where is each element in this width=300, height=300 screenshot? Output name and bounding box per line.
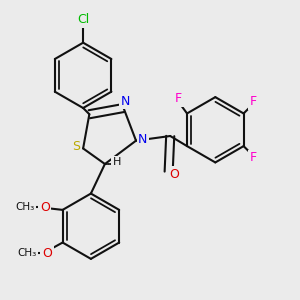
Text: F: F xyxy=(249,152,256,164)
Text: Cl: Cl xyxy=(77,13,89,26)
Text: CH₃: CH₃ xyxy=(17,248,37,258)
Text: O: O xyxy=(169,168,179,181)
Text: F: F xyxy=(175,92,182,105)
Text: CH₃: CH₃ xyxy=(15,202,34,212)
Text: O: O xyxy=(42,247,52,260)
Text: N: N xyxy=(120,95,130,108)
Text: H: H xyxy=(113,158,122,167)
Text: F: F xyxy=(249,95,256,108)
Text: S: S xyxy=(72,140,80,153)
Text: O: O xyxy=(40,201,50,214)
Text: N: N xyxy=(138,133,148,146)
